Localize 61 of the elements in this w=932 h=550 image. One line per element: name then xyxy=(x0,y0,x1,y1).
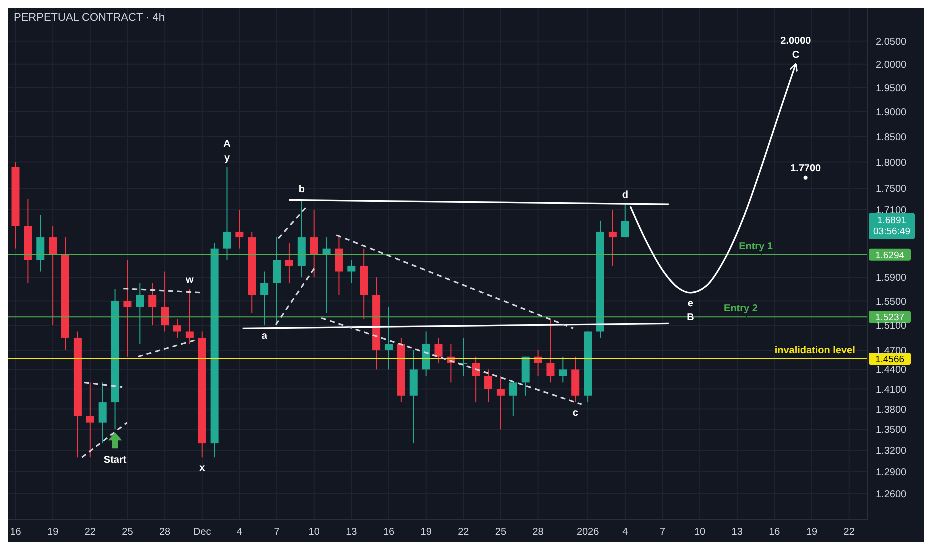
x-tick-label: 22 xyxy=(844,527,856,538)
y-tick-label: 1.4100 xyxy=(876,384,908,396)
y-tick-label: 1.3200 xyxy=(876,446,908,458)
y-tick-label: 1.9500 xyxy=(876,83,908,94)
y-tick-label: 1.5100 xyxy=(876,321,908,332)
annotation: invalidation level xyxy=(774,346,856,357)
annotation: 2.0000 xyxy=(780,36,812,47)
annotation: e xyxy=(688,298,694,310)
annotation: c xyxy=(572,408,579,420)
chart-title: PERPETUAL CONTRACT · 4h xyxy=(14,12,165,24)
y-tick-label: 1.3800 xyxy=(876,404,908,416)
x-tick-label: 4 xyxy=(236,527,243,538)
y-tick-label: 1.8500 xyxy=(876,132,908,144)
x-tick-label: 16 xyxy=(769,527,781,538)
annotation: w xyxy=(185,274,194,286)
annotation: 1.7700 xyxy=(790,163,822,174)
annotation: Entry 1 xyxy=(739,241,774,252)
annotation: Start xyxy=(104,455,128,466)
x-tick-label: 19 xyxy=(806,527,818,538)
x-tick-label: Dec xyxy=(193,527,212,538)
text: 1.6891 xyxy=(877,215,907,226)
annotation: C xyxy=(792,50,800,61)
y-tick-label: 1.3500 xyxy=(876,425,908,436)
x-tick-label: 4 xyxy=(622,527,629,538)
y-tick-label: 1.5900 xyxy=(876,273,908,284)
y-tick-label: 1.5500 xyxy=(876,296,908,308)
x-tick-label: 22 xyxy=(84,527,96,538)
x-tick-label: 13 xyxy=(346,527,358,538)
x-tick-label: 13 xyxy=(732,527,744,538)
x-tick-label: 10 xyxy=(694,527,706,538)
x-tick-label: 19 xyxy=(420,527,432,538)
y-tick-label: 1.7500 xyxy=(876,184,908,196)
x-tick-label: 10 xyxy=(308,527,320,538)
annotation: x xyxy=(200,463,206,474)
ref-line-label: 1.4566 xyxy=(875,354,905,366)
annotation: a xyxy=(262,331,268,342)
y-tick-label: 1.2600 xyxy=(876,489,908,500)
x-tick-label: 16 xyxy=(383,527,396,538)
x-tick-label: 25 xyxy=(495,527,507,538)
text: 03:56:49 xyxy=(874,226,910,238)
y-tick-label: 1.9000 xyxy=(876,108,908,119)
annotation: b xyxy=(298,184,305,196)
y-tick-label: 2.0500 xyxy=(876,36,908,48)
x-tick-label: 7 xyxy=(274,527,280,538)
x-tick-label: 22 xyxy=(458,527,470,538)
y-tick-label: 1.4400 xyxy=(876,365,908,376)
annotation: y xyxy=(224,152,230,164)
x-tick-label: 28 xyxy=(160,527,172,538)
y-tick-label: 1.8000 xyxy=(876,158,908,169)
y-tick-label: 2.0000 xyxy=(876,60,908,71)
x-tick-label: 19 xyxy=(48,527,60,538)
x-tick-label: 28 xyxy=(532,527,544,538)
x-tick-label: 16 xyxy=(10,527,22,538)
x-tick-label: 7 xyxy=(660,527,666,538)
annotation: A xyxy=(224,138,231,150)
x-tick-label: 25 xyxy=(122,527,134,538)
annotation: d xyxy=(622,190,628,202)
x-tick-label: 2026 xyxy=(576,527,600,538)
annotation: Entry 2 xyxy=(724,304,758,315)
ref-line-label: 1.6294 xyxy=(875,250,905,262)
y-tick-label: 1.2900 xyxy=(876,467,908,478)
